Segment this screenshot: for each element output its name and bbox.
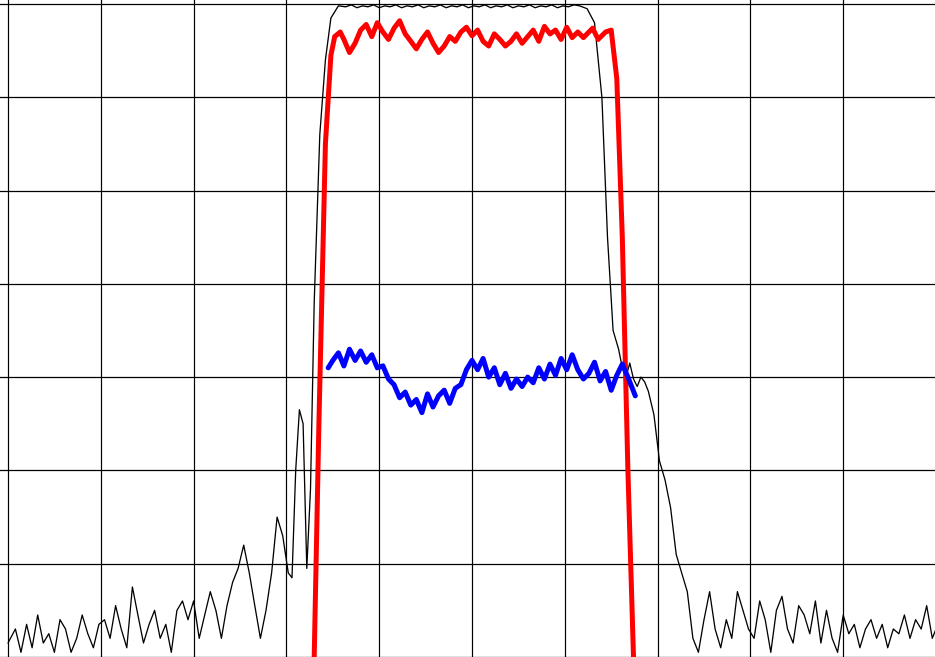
series-line-2: [325, 346, 638, 416]
series-layer: [7, 4, 935, 657]
series-line-0: [7, 4, 935, 653]
series-line-1: [311, 18, 636, 657]
